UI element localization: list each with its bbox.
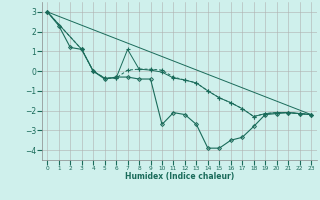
X-axis label: Humidex (Indice chaleur): Humidex (Indice chaleur) <box>124 172 234 181</box>
